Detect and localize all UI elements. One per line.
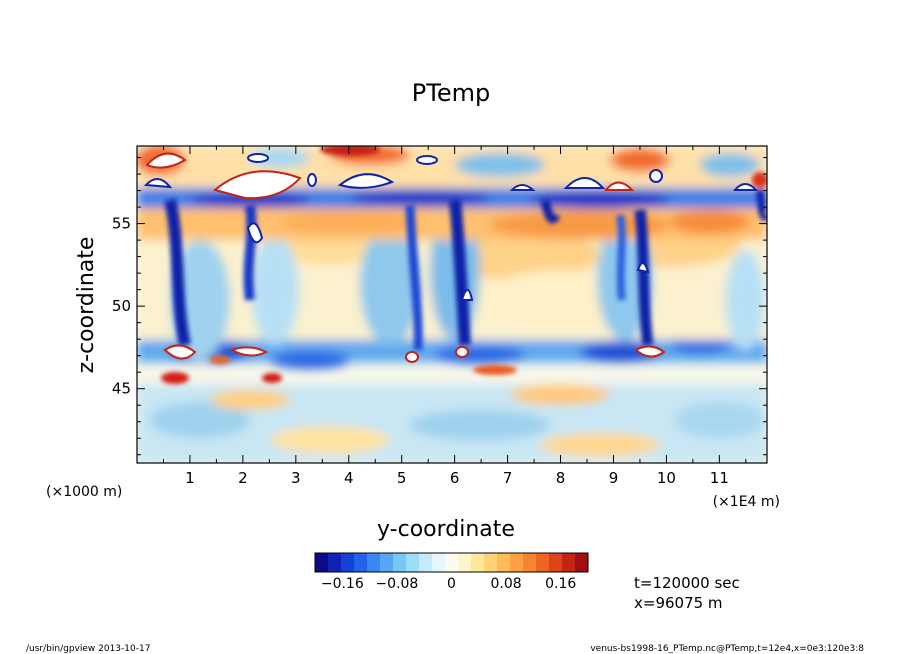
colorbar-tick-label: −0.16: [321, 576, 364, 592]
x-tick-label: 6: [450, 469, 460, 487]
x-tick-label: 7: [503, 469, 513, 487]
x-unit-right: (×1E4 m): [713, 494, 780, 510]
colorbar-frame: [314, 552, 589, 573]
colorbar-swatch: [458, 553, 472, 572]
colorbar-tick-label: −0.08: [375, 576, 418, 592]
colorbar-swatch: [393, 553, 407, 572]
x-tick-label: 10: [657, 469, 676, 487]
y-axis-label: z-coordinate: [74, 237, 99, 374]
colorbar: −0.16 −0.08 0 0.08 0.16: [314, 552, 589, 592]
colorbar-swatch: [432, 553, 446, 572]
colorbar-swatch: [471, 553, 485, 572]
heatmap-field: [137, 146, 767, 463]
colorbar-swatch: [523, 553, 537, 572]
x-tick-label: 3: [291, 469, 301, 487]
colorbar-tick-label: 0.16: [545, 576, 576, 592]
colorbar-swatch: [484, 553, 498, 572]
colorbar-swatch: [445, 553, 459, 572]
x-tick-label: 4: [344, 469, 354, 487]
footer-right: venus-bs1998-16_PTemp.nc@PTemp,t=12e4,x=…: [590, 644, 864, 654]
colorbar-swatch: [497, 553, 511, 572]
y-axis: 45 50 55: [112, 157, 767, 456]
out-of-range-regions: [143, 152, 759, 363]
colorbar-swatch: [549, 553, 563, 572]
y-tick-label: 55: [112, 215, 131, 233]
colorbar-swatch: [328, 553, 342, 572]
x-tick-label: 11: [710, 469, 729, 487]
x-position-annotation: x=96075 m: [634, 594, 723, 612]
colorbar-swatch: [419, 553, 433, 572]
chart-title: PTemp: [412, 79, 490, 107]
colorbar-tick-label: 0.08: [491, 576, 522, 592]
x-axis-label: y-coordinate: [377, 517, 515, 542]
colorbar-swatch: [536, 553, 550, 572]
colorbar-swatch: [367, 553, 381, 572]
x-tick-label: 1: [185, 469, 195, 487]
colorbar-swatch: [341, 553, 355, 572]
colorbar-swatch: [380, 553, 394, 572]
y-tick-label: 45: [112, 380, 131, 398]
x-unit-left: (×1000 m): [46, 484, 122, 500]
time-annotation: t=120000 sec: [634, 574, 740, 592]
colorbar-swatch: [315, 553, 329, 572]
footer-left: /usr/bin/gpview 2013-10-17: [26, 644, 150, 654]
x-axis: 1 2 3 4 5 6 7 8 9 10 11: [162, 146, 747, 487]
colorbar-swatch: [562, 553, 576, 572]
colorbar-swatch: [510, 553, 524, 572]
colorbar-swatch: [354, 553, 368, 572]
colorbar-tick-label: 0: [447, 576, 456, 592]
colorbar-swatch: [575, 553, 589, 572]
plot-frame: [136, 145, 768, 464]
x-tick-label: 2: [238, 469, 248, 487]
x-tick-label: 9: [609, 469, 619, 487]
x-tick-label: 5: [397, 469, 407, 487]
x-tick-label: 8: [556, 469, 566, 487]
colorbar-swatch: [406, 553, 420, 572]
y-tick-label: 50: [112, 297, 131, 315]
